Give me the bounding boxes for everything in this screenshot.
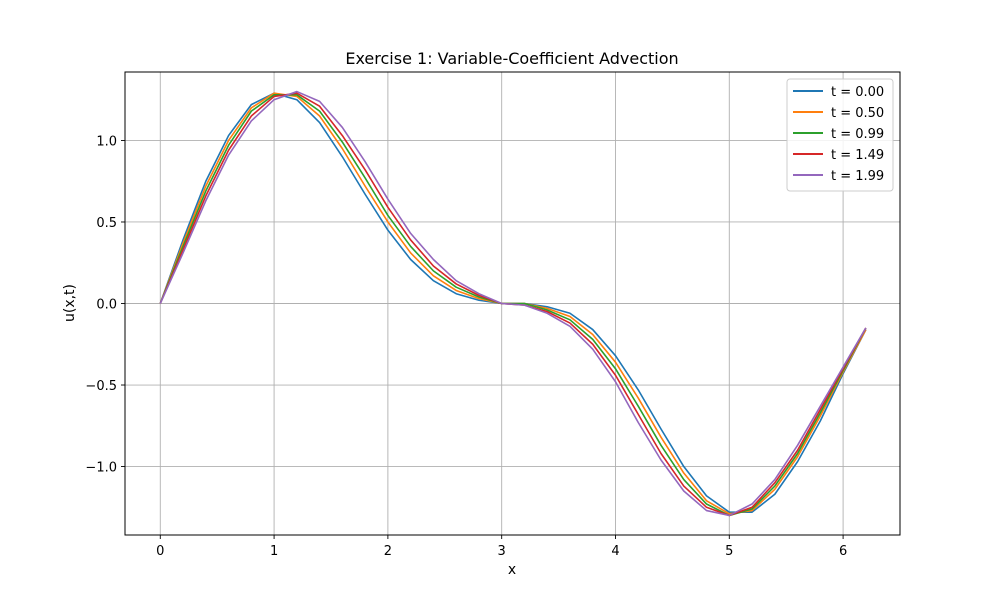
x-tick-label: 0 xyxy=(156,544,164,559)
y-tick-label: 0.0 xyxy=(96,298,117,313)
series-line xyxy=(159,94,867,517)
series-lines xyxy=(159,90,867,517)
series-line xyxy=(159,90,867,517)
x-tick-label: 2 xyxy=(384,544,392,559)
y-tick-label: −0.5 xyxy=(85,379,117,394)
legend-label: t = 1.49 xyxy=(831,148,884,163)
x-axis-label: x xyxy=(508,562,516,578)
legend: t = 0.00 t = 0.50 t = 0.99 t = 1.49 t = 1.99 xyxy=(786,78,894,192)
x-tick-label: 5 xyxy=(725,544,733,559)
y-tick-label: 0.5 xyxy=(96,216,117,231)
y-tick-label: −1.0 xyxy=(85,461,117,476)
y-axis-label: u(x,t) xyxy=(62,284,78,322)
legend-box xyxy=(786,78,894,192)
x-tick-label: 6 xyxy=(839,544,847,559)
x-tick-label: 3 xyxy=(498,544,506,559)
chart-title: Exercise 1: Variable-Coefficient Advecti… xyxy=(345,49,678,68)
y-tick-label: 1.0 xyxy=(96,134,117,149)
legend-label: t = 0.99 xyxy=(831,127,884,142)
legend-label: t = 0.00 xyxy=(831,85,884,100)
axis-ticks: 0 1 2 3 4 5 6 −1.0 −0.5 0.0 0.5 1.0 xyxy=(85,134,847,559)
x-tick-label: 1 xyxy=(270,544,278,559)
legend-label: t = 0.50 xyxy=(831,106,884,121)
x-tick-label: 4 xyxy=(611,544,619,559)
legend-label: t = 1.99 xyxy=(831,169,884,184)
